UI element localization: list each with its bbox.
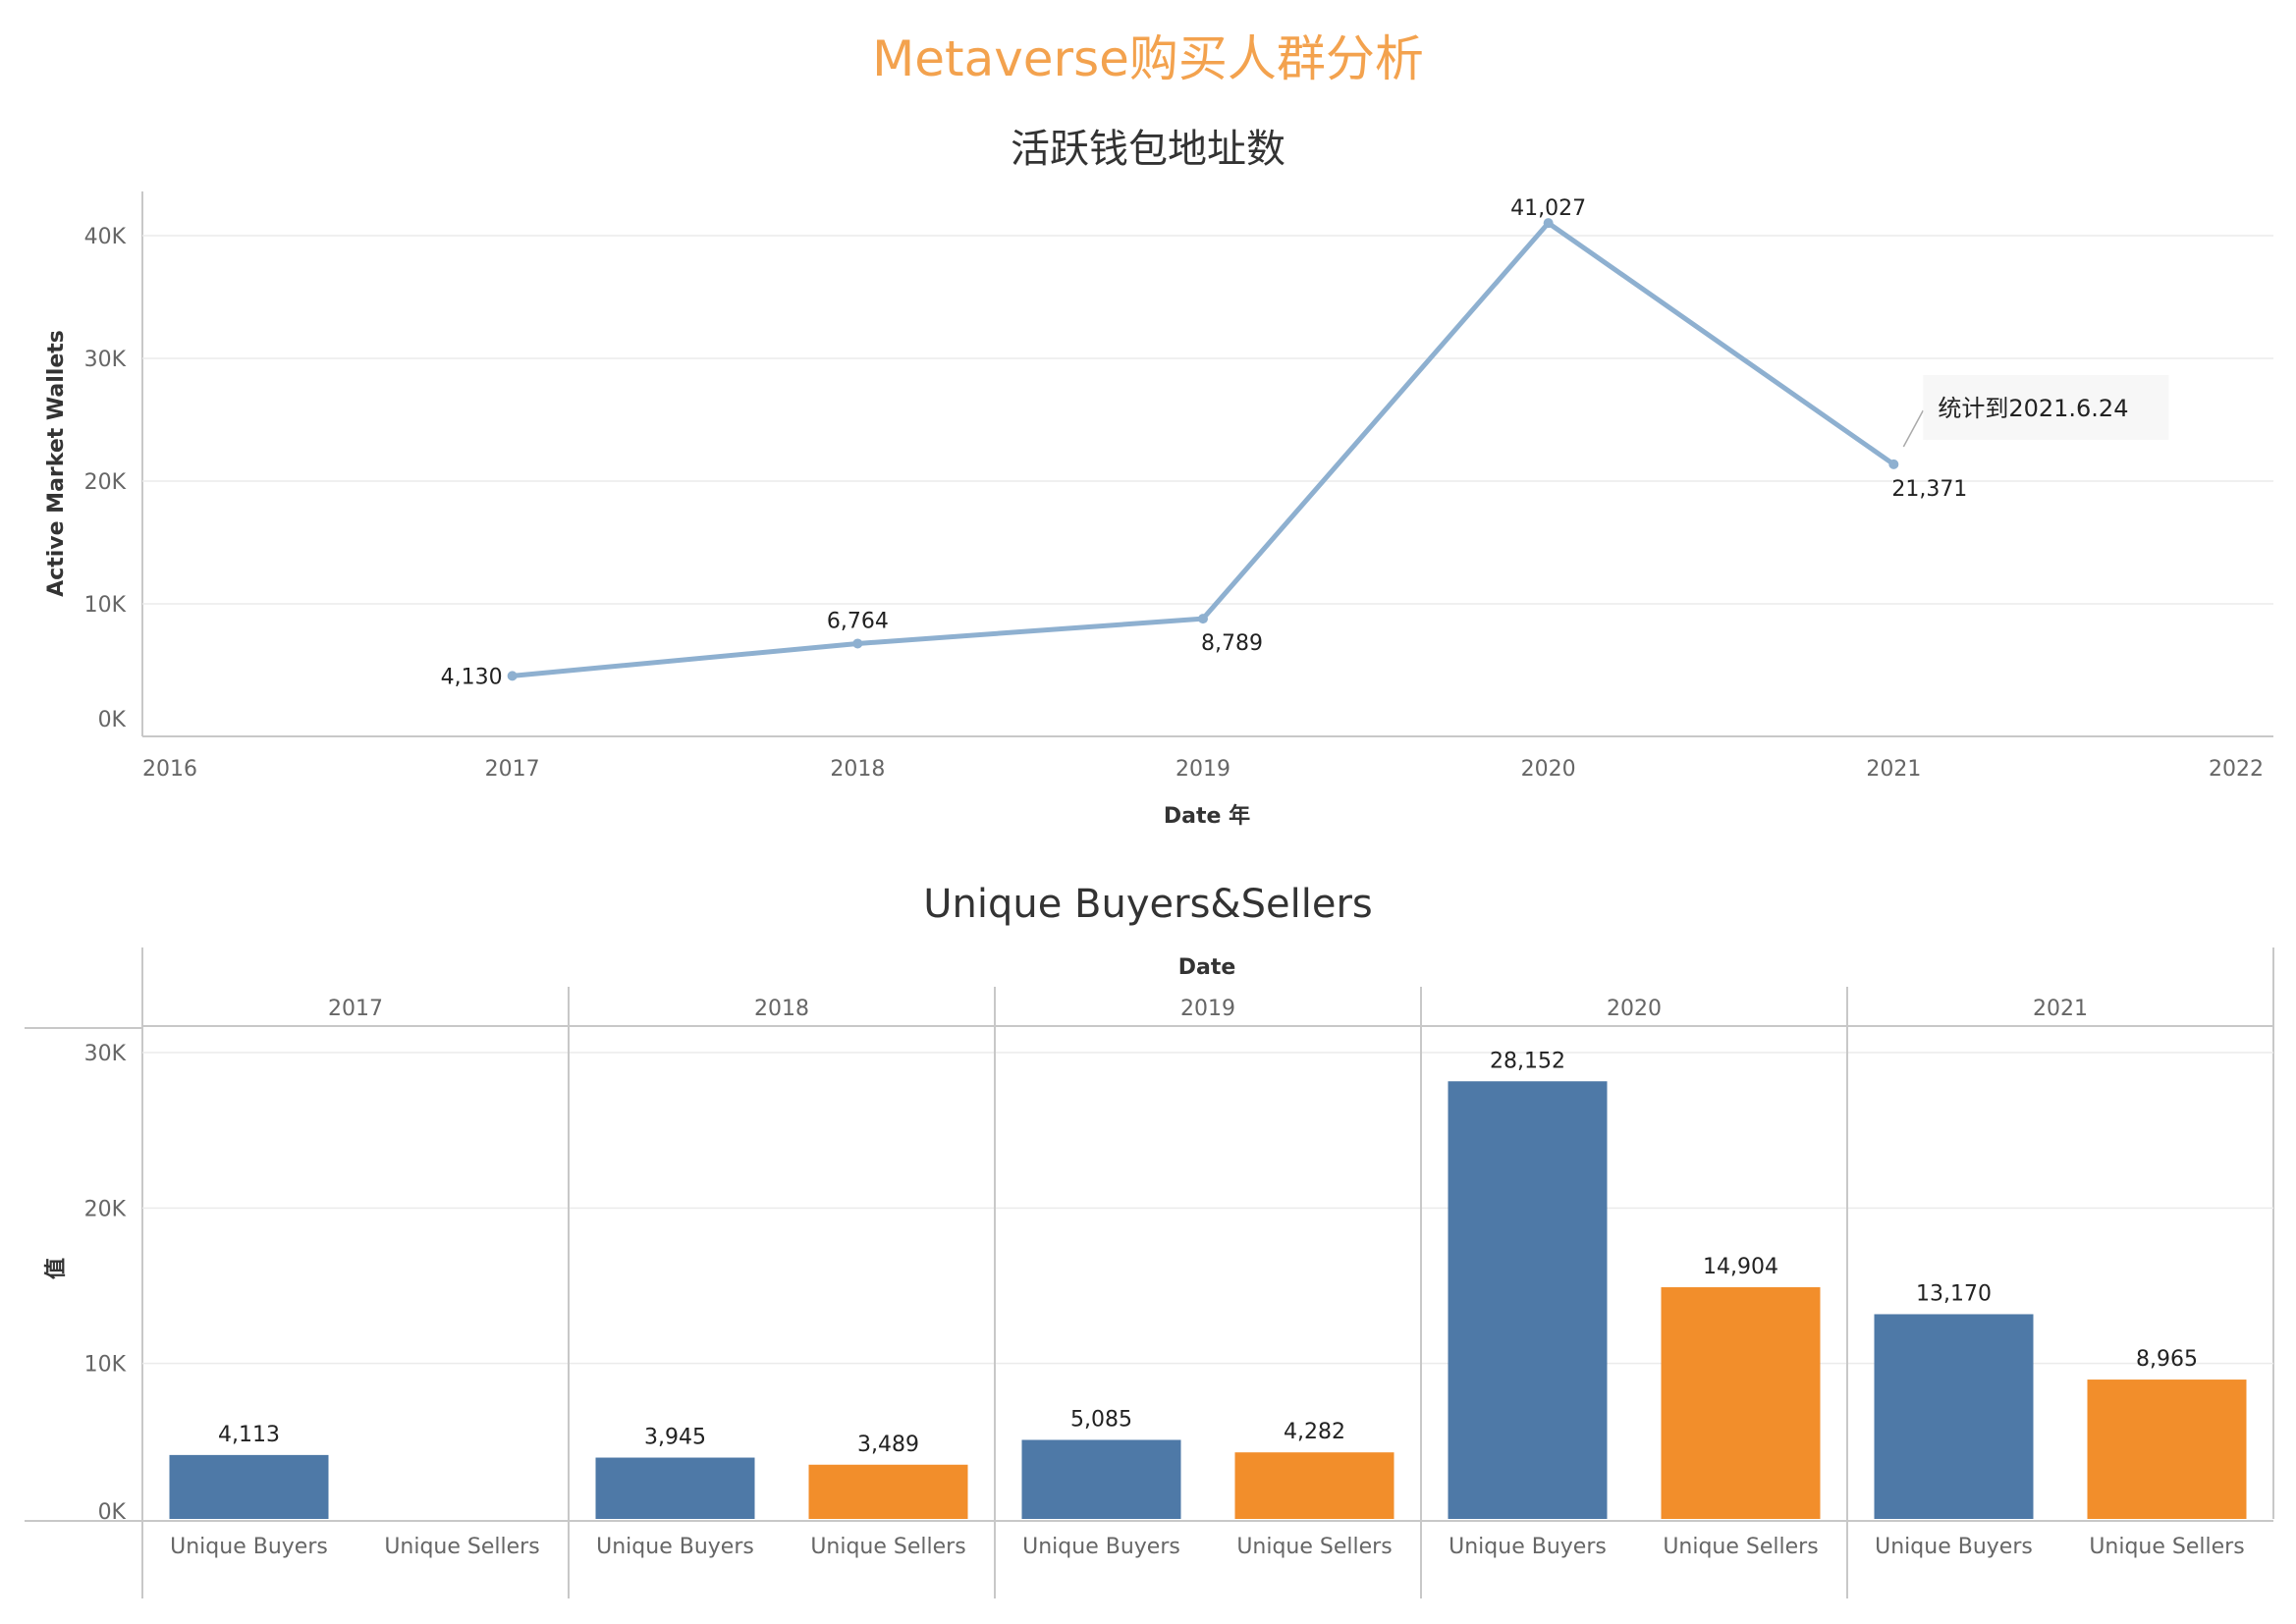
bar-sub-category-label: Unique Buyers — [1449, 1535, 1607, 1559]
buyers-bar — [169, 1454, 329, 1519]
bar-year-header: 2018 — [754, 997, 809, 1021]
buyers-bar — [1874, 1314, 2034, 1519]
wallets-data-point — [1198, 614, 1208, 624]
bar-sub-category-label: Unique Buyers — [1875, 1535, 2033, 1559]
bar-sub-category-label: Unique Sellers — [2089, 1535, 2244, 1559]
sellers-bar — [2087, 1380, 2247, 1519]
bar-sub-category-label: Unique Sellers — [384, 1535, 539, 1559]
bar-sub-category-label: Unique Sellers — [1236, 1535, 1392, 1559]
line-y-tick-label: 10K — [84, 593, 127, 618]
line-y-axis-title: Active Market Wallets — [44, 330, 69, 597]
bar-year-header: 2020 — [1607, 997, 1662, 1021]
bar-year-header: 2019 — [1180, 997, 1235, 1021]
bar-data-label: 4,113 — [218, 1423, 280, 1447]
line-y-tick-label: 30K — [84, 348, 127, 372]
wallets-data-point — [1888, 459, 1899, 469]
bar-y-tick-label: 20K — [84, 1197, 127, 1221]
bar-year-header: 2021 — [2033, 997, 2088, 1021]
sellers-bar — [1661, 1287, 1821, 1519]
bar-data-label: 13,170 — [1916, 1281, 1992, 1306]
bar-data-label: 28,152 — [1490, 1049, 1565, 1073]
dashboard-title: Metaverse购买人群分析 — [872, 30, 1424, 87]
bar-y-tick-label: 10K — [84, 1353, 127, 1378]
line-x-tick-label: 2018 — [830, 757, 885, 782]
line-y-tick-label: 20K — [84, 470, 127, 495]
line-x-tick-label: 2016 — [142, 757, 197, 782]
bar-y-axis-title: 值 — [43, 1258, 69, 1279]
line-x-tick-label: 2021 — [1866, 757, 1921, 782]
line-chart-title: 活跃钱包地址数 — [1011, 127, 1285, 172]
bar-column-header: Date — [1178, 955, 1236, 980]
buyers-bar — [1021, 1439, 1181, 1519]
line-x-tick-label: 2022 — [2209, 757, 2264, 782]
bar-data-label: 14,904 — [1703, 1255, 1778, 1279]
bar-y-tick-label: 30K — [84, 1042, 127, 1066]
wallets-data-label: 21,371 — [1891, 477, 1967, 502]
wallets-data-label: 6,764 — [827, 609, 889, 633]
annotation-text: 统计到2021.6.24 — [1938, 395, 2128, 422]
wallets-data-point — [507, 671, 518, 681]
wallets-data-point — [852, 638, 863, 649]
bar-data-label: 4,282 — [1284, 1420, 1345, 1444]
line-y-tick-label: 0K — [98, 708, 127, 732]
line-x-tick-label: 2019 — [1175, 757, 1230, 782]
line-x-axis-title: Date 年 — [1164, 803, 1250, 829]
wallets-data-label: 41,027 — [1510, 196, 1586, 221]
bar-sub-category-label: Unique Sellers — [1663, 1535, 1818, 1559]
sellers-bar — [1234, 1452, 1394, 1519]
bar-sub-category-label: Unique Buyers — [1022, 1535, 1180, 1559]
bar-sub-category-label: Unique Sellers — [810, 1535, 965, 1559]
sellers-bar — [808, 1464, 968, 1519]
bar-data-label: 3,489 — [857, 1433, 919, 1457]
bar-data-label: 5,085 — [1070, 1407, 1132, 1432]
bar-sub-category-label: Unique Buyers — [596, 1535, 754, 1559]
annotation-box — [1923, 375, 2169, 440]
annotation-pointer — [1902, 409, 1924, 448]
bar-data-label: 8,965 — [2136, 1347, 2198, 1372]
wallets-data-label: 8,789 — [1201, 631, 1263, 656]
active-wallets-line-chart: 活跃钱包地址数 0K 10K 20K 30K 40K 2016 2017 2018 2019 202… — [44, 127, 2273, 829]
bar-y-tick-label: 0K — [98, 1500, 127, 1525]
bar-data-label: 3,945 — [644, 1426, 706, 1450]
buyers-bar — [1448, 1081, 1608, 1519]
wallets-data-label: 4,130 — [441, 665, 503, 689]
wallets-data-point — [1543, 218, 1554, 229]
buyers-bar — [595, 1457, 755, 1519]
line-x-tick-label: 2020 — [1521, 757, 1576, 782]
bar-sub-category-label: Unique Buyers — [170, 1535, 328, 1559]
bar-year-header: 2017 — [328, 997, 383, 1021]
bar-chart-title: Unique Buyers&Sellers — [923, 882, 1372, 927]
line-y-tick-label: 40K — [84, 225, 127, 249]
line-x-tick-label: 2017 — [485, 757, 540, 782]
